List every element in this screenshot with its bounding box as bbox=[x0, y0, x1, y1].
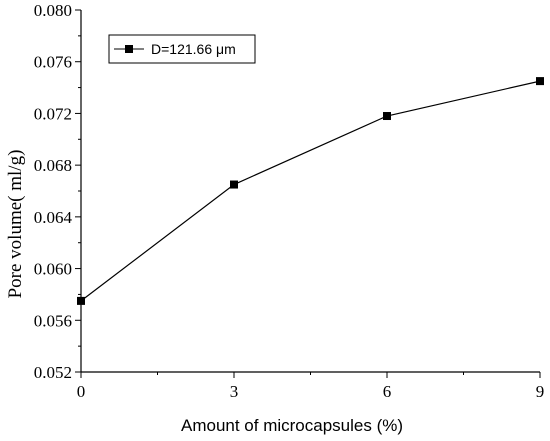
y-tick-label: 0.068 bbox=[34, 156, 72, 175]
series-layer bbox=[77, 77, 544, 305]
x-axis-title: Amount of microcapsules (%) bbox=[181, 416, 403, 435]
series-line bbox=[80, 80, 541, 302]
y-tick-label: 0.064 bbox=[34, 208, 73, 227]
legend-marker bbox=[125, 45, 133, 53]
x-tick-label: 9 bbox=[536, 382, 545, 401]
y-tick-label: 0.052 bbox=[34, 363, 72, 382]
x-tick-label: 3 bbox=[230, 382, 239, 401]
y-tick-label: 0.060 bbox=[34, 260, 72, 279]
legend: D=121.66 μm bbox=[108, 34, 256, 64]
data-point bbox=[383, 112, 391, 121]
x-tick-label: 0 bbox=[77, 382, 86, 401]
y-tick-label: 0.056 bbox=[34, 311, 72, 330]
y-axis-title: Pore volume( ml/g) bbox=[5, 150, 26, 299]
x-axis-ticks: 0 3 6 9 bbox=[77, 372, 545, 401]
y-tick-label: 0.076 bbox=[34, 53, 72, 72]
data-point bbox=[77, 296, 85, 305]
x-tick-label: 6 bbox=[383, 382, 392, 401]
y-axis-ticks: 0.052 0.056 0.060 0.064 0.068 0.072 0.076 0.080 bbox=[34, 1, 81, 382]
axes bbox=[80, 10, 540, 373]
data-point bbox=[536, 77, 544, 86]
legend-label: D=121.66 μm bbox=[151, 41, 236, 57]
y-tick-label: 0.080 bbox=[34, 1, 72, 20]
y-tick-label: 0.072 bbox=[34, 104, 72, 123]
data-point bbox=[230, 180, 238, 189]
